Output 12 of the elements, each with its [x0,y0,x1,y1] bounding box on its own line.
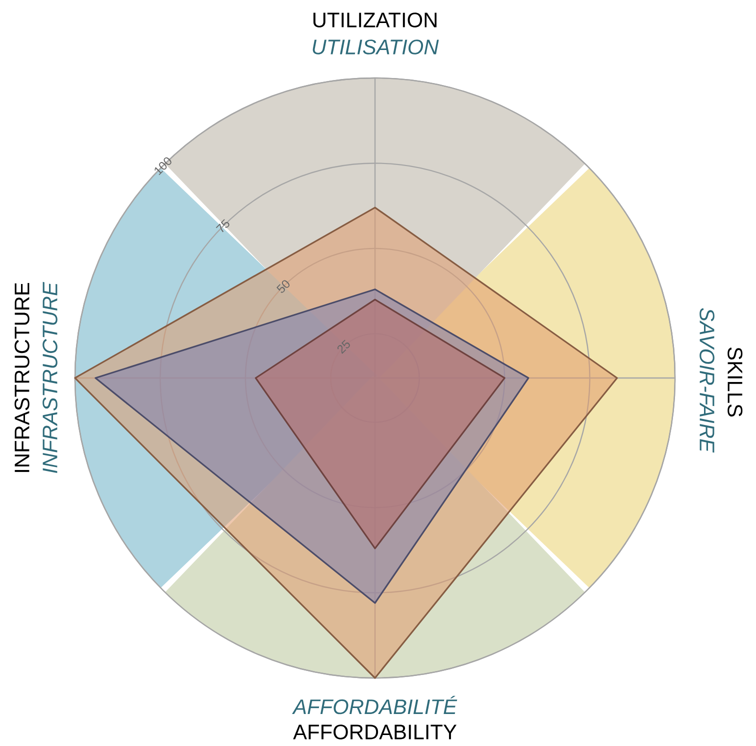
y-tick-label: 50 [276,280,290,293]
y-tick-label: 75 [216,219,230,232]
text: SAVOIR-FAIRE [700,308,714,453]
spoke-label: UTILIZATION [313,12,436,28]
spoke-label: AFFORDABILITY [293,724,457,740]
spoke-label: SKILLS [728,347,742,417]
y-tick-label: 100 [154,157,172,176]
text: AFFORDABILITÉ [292,696,458,714]
y-tick-label: 25 [337,340,350,354]
text: UTILISATION [312,40,439,54]
text: INFRASTRUCTURE [42,282,58,474]
spoke-label: INFRASTRUCTURE [14,283,30,472]
